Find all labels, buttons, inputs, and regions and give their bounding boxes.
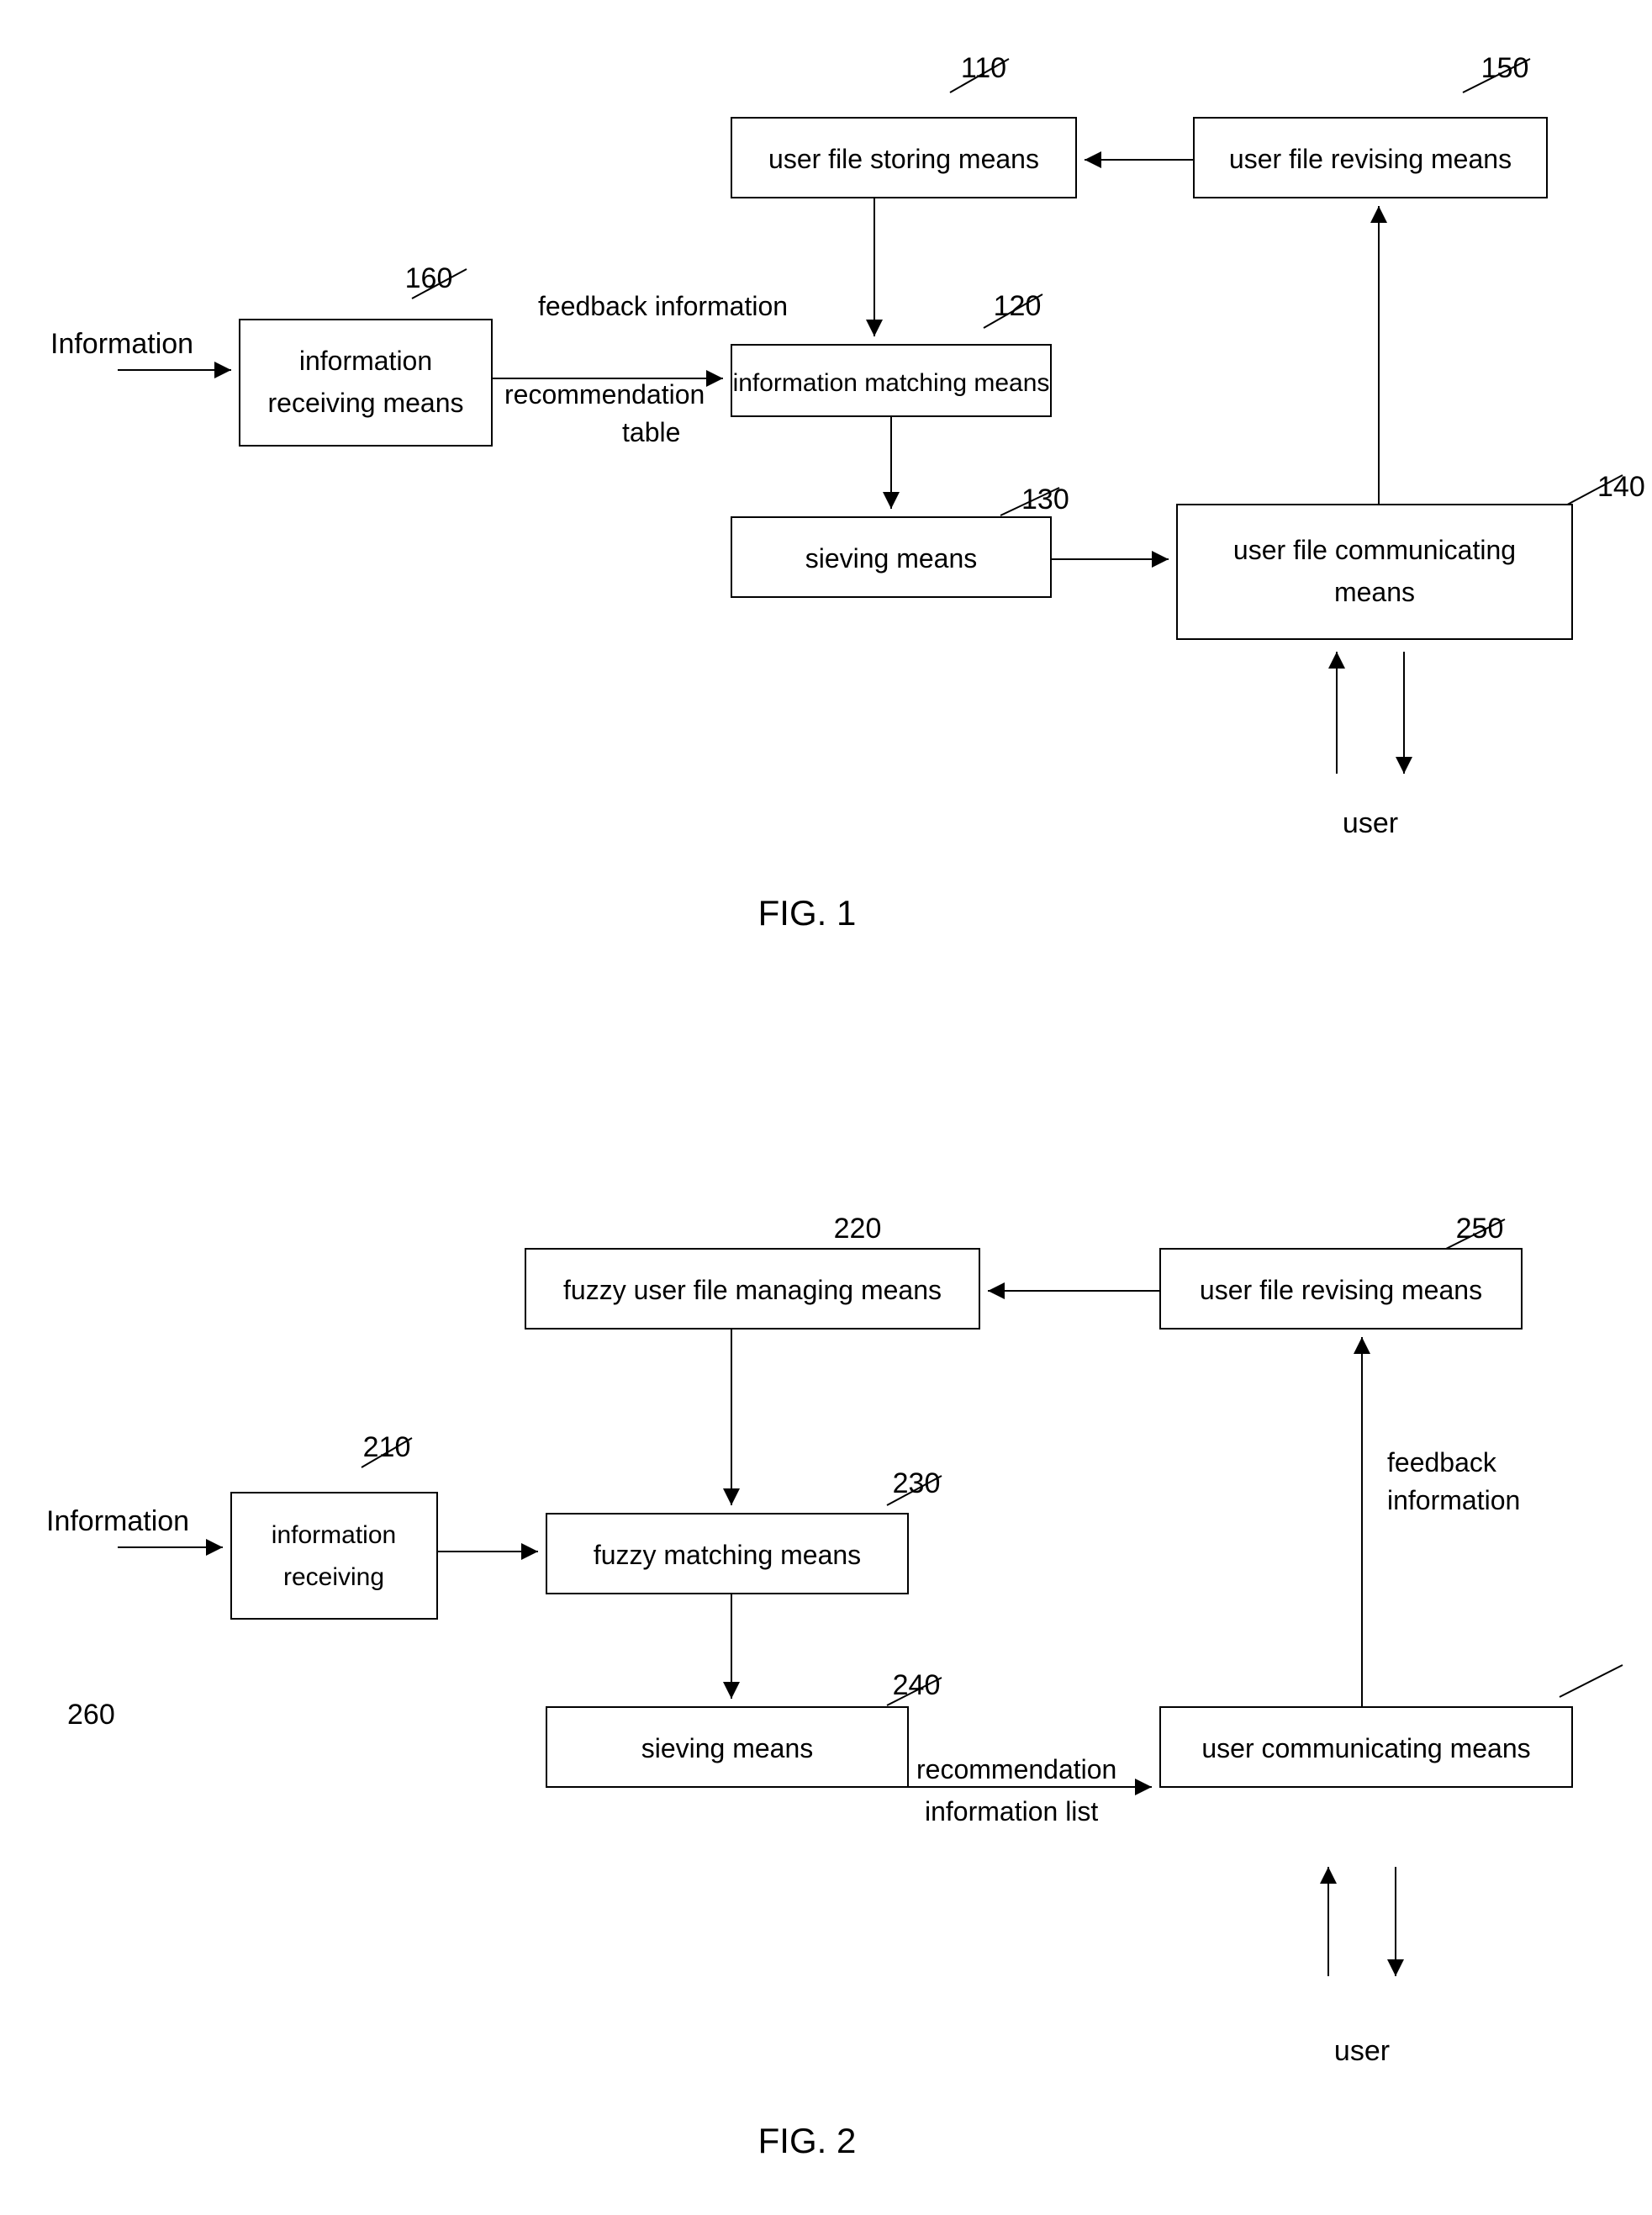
label-fb2: information (1387, 1485, 1520, 1515)
node-130-line0: sieving means (805, 543, 978, 574)
node-comm-line0: user communicating means (1201, 1733, 1530, 1763)
node-210: 210 information receiving (231, 1431, 437, 1619)
node-130-id: 130 (1021, 484, 1069, 515)
node-220-line0: fuzzy user file managing means (563, 1275, 942, 1305)
figure-1: Information 160 information receiving me… (50, 52, 1645, 933)
node-160-line0: information (299, 346, 432, 376)
node-160: 160 information receiving means (240, 262, 492, 446)
node-210-line1: receiving (283, 1563, 384, 1591)
node-210-id: 210 (363, 1431, 411, 1463)
user-label-fig2: user (1334, 2035, 1390, 2067)
node-110-line0: user file storing means (768, 144, 1039, 174)
node-110: 110 user file storing means (731, 52, 1076, 198)
node-140-line0: user file communicating (1233, 535, 1516, 565)
fig1-caption: FIG. 1 (758, 893, 857, 933)
node-230: 230 fuzzy matching means (546, 1467, 942, 1594)
node-220: 220 fuzzy user file managing means (525, 1213, 979, 1329)
diagram-canvas: Information 160 information receiving me… (0, 0, 1652, 2215)
label-table: table (622, 417, 680, 447)
user-label-fig1: user (1343, 807, 1398, 839)
node-130: 130 sieving means (731, 484, 1069, 597)
figure-2: Information 210 information receiving 26… (46, 1213, 1623, 2160)
node-230-id: 230 (893, 1467, 941, 1499)
node-240: 240 sieving means (546, 1669, 942, 1787)
info-input-label: Information (50, 328, 193, 360)
node-150-line0: user file revising means (1229, 144, 1512, 174)
label-recommendation: recommendation (504, 379, 705, 410)
node-110-id: 110 (961, 52, 1006, 84)
node-150: 150 user file revising means (1194, 52, 1547, 198)
info-input-label-2: Information (46, 1505, 189, 1537)
node-260-id: 260 (67, 1699, 115, 1731)
label-rec1: recommendation (916, 1754, 1116, 1784)
node-120-line0: information matching means (733, 369, 1050, 397)
label-feedback: feedback information (538, 291, 788, 321)
node-120-id: 120 (994, 290, 1042, 322)
node-140: 140 user file communicating means (1177, 471, 1645, 639)
node-230-line0: fuzzy matching means (594, 1540, 861, 1570)
label-fb1: feedback (1387, 1447, 1497, 1478)
node-comm: user communicating means (1160, 1665, 1623, 1787)
node-240-id: 240 (893, 1669, 941, 1701)
node-210-line0: information (272, 1521, 396, 1549)
node-250: 250 user file revising means (1160, 1213, 1522, 1329)
fig2-caption: FIG. 2 (758, 2121, 857, 2160)
node-220-id: 220 (834, 1213, 882, 1245)
node-160-line1: receiving means (268, 388, 464, 418)
node-250-line0: user file revising means (1200, 1275, 1482, 1305)
node-140-line1: means (1334, 577, 1415, 607)
label-rec2: information list (925, 1796, 1098, 1826)
node-240-line0: sieving means (641, 1733, 814, 1763)
